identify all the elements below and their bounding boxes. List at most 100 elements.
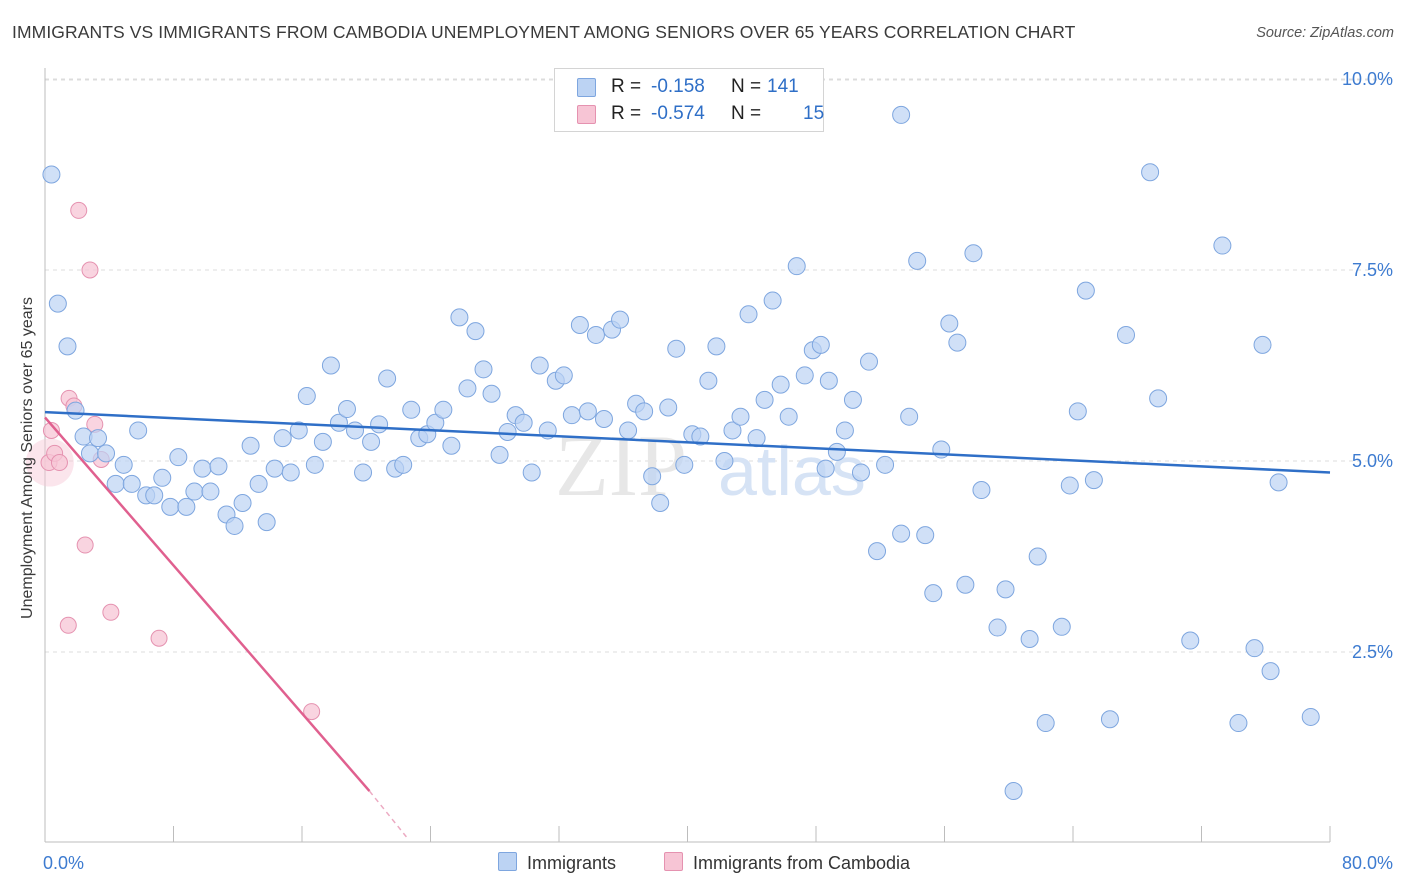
legend-n-value: 141 [767,76,799,97]
cambodia-point [303,703,321,721]
bottom-legend-immigrants: Immigrants [498,852,616,874]
legend-r-value: -0.574 [651,103,705,124]
immigrant-point [1076,281,1095,300]
immigrant-point [346,421,365,440]
immigrant-point [691,427,710,446]
immigrant-point [1084,471,1103,490]
immigrant-point [611,310,630,329]
immigrant-point [1141,163,1160,182]
immigrant-point [313,432,332,451]
immigrant-point [795,366,814,385]
immigrant-point [860,352,879,371]
legend-r-label: R = [611,76,642,97]
immigrant-point [297,387,316,406]
immigrant-point [771,375,790,394]
y-tick-label: 7.5% [1352,260,1393,280]
source-credit: Source: ZipAtlas.com [1256,25,1394,41]
immigrant-point [402,400,421,419]
immigrant-point [530,356,549,375]
immigrant-point [1068,402,1087,421]
x-tick-label-min: 0.0% [43,853,84,873]
immigrant-point [458,379,477,398]
legend-swatch-pink [577,105,596,124]
immigrant-point [699,371,718,390]
immigrant-point [1301,707,1320,726]
immigrant-point [1060,476,1079,495]
cambodia-trend-extension [368,790,407,838]
immigrant-point [916,526,935,545]
immigrant-point [1036,714,1055,733]
immigrant-point [787,257,806,276]
immigrant-point [185,482,204,501]
immigrant-point [58,337,77,356]
immigrant-point [562,406,581,425]
immigrant-point [892,524,911,543]
immigrant-point [434,400,453,419]
immigrant-point [42,165,61,184]
immigrant-point [843,390,862,409]
immigrant-point [554,366,573,385]
cambodia-point [59,616,77,634]
bottom-legend-label-immigrants: Immigrants [527,853,617,873]
immigrant-point [450,308,469,327]
immigrant-point [819,371,838,390]
y-tick-label: 10.0% [1342,69,1393,89]
immigrants-trend-line [44,410,1331,474]
immigrant-point [490,445,509,464]
immigrant-point [1149,389,1168,408]
immigrant-point [474,360,493,379]
cambodia-point [50,454,68,472]
immigrant-point [1028,547,1047,566]
immigrant-point [972,481,991,500]
immigrant-point [169,448,188,467]
immigrant-point [779,407,798,426]
immigrant-point [466,322,485,341]
axes [44,68,1331,843]
immigrant-point [924,584,943,603]
immigrant-point [161,497,180,516]
immigrant-point [1253,335,1272,354]
immigrant-point [988,618,1007,637]
immigrant-point [707,337,726,356]
immigrant-point [122,474,141,493]
immigrant-point [1261,662,1280,681]
immigrant-point [265,459,284,478]
cambodia-point [81,261,99,279]
immigrant-point [378,369,397,388]
chart-title: IMMIGRANTS VS IMMIGRANTS FROM CAMBODIA U… [12,22,1076,42]
immigrant-point [1020,630,1039,649]
immigrant-point [289,421,308,440]
immigrant-point [635,402,654,421]
immigrant-point [619,421,638,440]
immigrant-point [249,474,268,493]
immigrant-point [900,407,919,426]
immigrant-point [482,384,501,403]
immigrant-point [851,463,870,482]
bottom-legend-cambodia: Immigrants from Cambodia [664,852,910,874]
immigrant-point [257,513,276,532]
immigrant-point [964,244,983,263]
immigrant-point [667,339,686,358]
gridlines [45,78,1390,653]
immigrant-point [1229,714,1248,733]
cambodia-point [42,421,60,439]
legend-n-label: N = [731,103,762,124]
immigrant-point [578,402,597,421]
immigrant-point [80,444,99,463]
immigrant-point [948,333,967,352]
immigrant-point [394,455,413,474]
immigrant-point [1269,473,1288,492]
legend-r-label: R = [611,103,642,124]
immigrant-point [153,468,172,487]
immigrant-point [106,474,125,493]
immigrant-point [66,401,85,420]
immigrant-point [908,251,927,270]
y-tick-label: 2.5% [1352,642,1393,662]
immigrant-point [868,542,887,561]
cambodia-point [150,629,168,647]
immigrant-point [811,335,830,354]
immigrant-point [996,580,1015,599]
immigrant-point [337,400,356,419]
bottom-swatch-blue [498,852,517,871]
